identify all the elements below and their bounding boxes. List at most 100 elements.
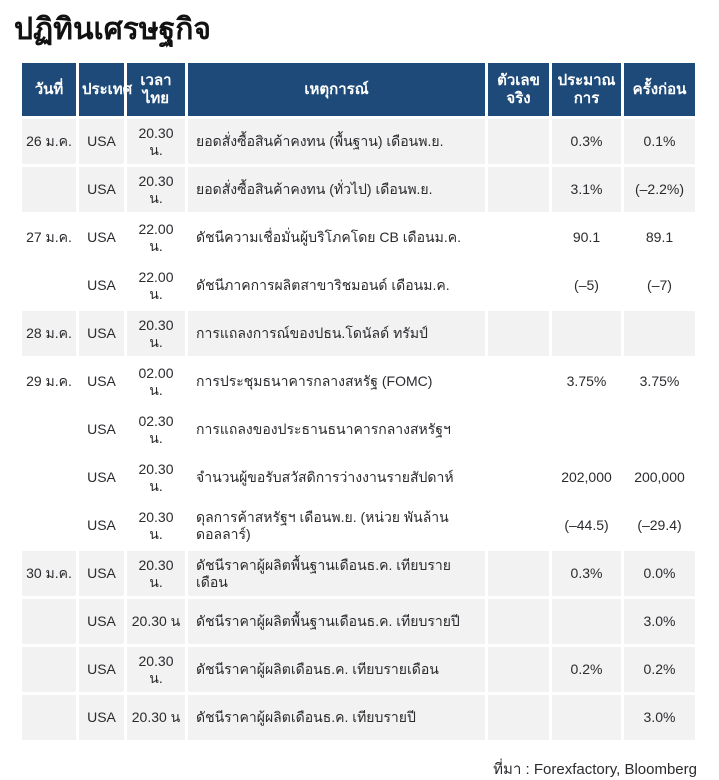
previous-cell: 89.1 [624, 215, 695, 260]
time-cell: 20.30 น. [127, 311, 185, 356]
date-cell [22, 695, 76, 740]
actual-cell [488, 215, 549, 260]
event-cell: จำนวนผู้ขอรับสวัสดิการว่างงานรายสัปดาห์ [188, 455, 485, 500]
country-cell: USA [79, 407, 124, 452]
date-cell [22, 503, 76, 548]
event-cell: ดัชนีราคาผู้ผลิตเดือนธ.ค. เทียบรายเดือน [188, 647, 485, 692]
col-header-actual: ตัวเลขจริง [488, 63, 549, 116]
table-row: USA 20.30 น. ดัชนีราคาผู้ผลิตเดือนธ.ค. เ… [22, 647, 695, 692]
table-row: USA 20.30 น. จำนวนผู้ขอรับสวัสดิการว่างง… [22, 455, 695, 500]
col-header-event: เหตุการณ์ [188, 63, 485, 116]
forecast-cell: 0.3% [552, 551, 621, 596]
forecast-cell: 202,000 [552, 455, 621, 500]
actual-cell [488, 167, 549, 212]
event-cell: การแถลงของประธานธนาคารกลางสหรัฐฯ [188, 407, 485, 452]
forecast-cell: 3.1% [552, 167, 621, 212]
source-note: ที่มา : Forexfactory, Bloomberg [493, 761, 697, 778]
country-cell: USA [79, 119, 124, 164]
event-cell: ดัชนีภาคการผลิตสาขาริชมอนด์ เดือนม.ค. [188, 263, 485, 308]
actual-cell [488, 695, 549, 740]
previous-cell: 3.75% [624, 359, 695, 404]
country-cell: USA [79, 599, 124, 644]
date-cell [22, 455, 76, 500]
forecast-cell [552, 599, 621, 644]
table-header: วันที่ ประเทศ เวลาไทย เหตุการณ์ ตัวเลขจร… [22, 63, 695, 116]
col-header-time: เวลาไทย [127, 63, 185, 116]
table-row: USA 20.30 น. ยอดสั่งซื้อสินค้าคงทน (ทั่ว… [22, 167, 695, 212]
time-cell: 02.00 น. [127, 359, 185, 404]
actual-cell [488, 359, 549, 404]
event-cell: ดัชนีความเชื่อมั่นผู้บริโภคโดย CB เดือนม… [188, 215, 485, 260]
event-cell: การประชุมธนาคารกลางสหรัฐ (FOMC) [188, 359, 485, 404]
date-cell [22, 263, 76, 308]
time-cell: 20.30 น. [127, 119, 185, 164]
country-cell: USA [79, 311, 124, 356]
col-header-date: วันที่ [22, 63, 76, 116]
previous-cell: 0.1% [624, 119, 695, 164]
country-cell: USA [79, 695, 124, 740]
time-cell: 20.30 น. [127, 551, 185, 596]
country-cell: USA [79, 551, 124, 596]
col-header-country: ประเทศ [79, 63, 132, 116]
time-cell: 02.30 น. [127, 407, 185, 452]
table-row: USA 22.00 น. ดัชนีภาคการผลิตสาขาริชมอนด์… [22, 263, 695, 308]
actual-cell [488, 503, 549, 548]
forecast-cell: (–44.5) [552, 503, 621, 548]
col-header-forecast: ประมาณการ [552, 63, 621, 116]
forecast-cell: 0.2% [552, 647, 621, 692]
country-cell: USA [79, 359, 124, 404]
event-cell: ดัชนีราคาผู้ผลิตพื้นฐานเดือนธ.ค. เทียบรา… [188, 599, 485, 644]
previous-cell: 3.0% [624, 599, 695, 644]
forecast-cell: (–5) [552, 263, 621, 308]
forecast-cell: 3.75% [552, 359, 621, 404]
time-cell: 20.30 น [127, 599, 185, 644]
table-row: 26 ม.ค. USA 20.30 น. ยอดสั่งซื้อสินค้าคง… [22, 119, 695, 164]
table-row: USA 02.30 น. การแถลงของประธานธนาคารกลางส… [22, 407, 695, 452]
event-cell: การแถลงการณ์ของปธน.โดนัลด์ ทรัมป์ [188, 311, 485, 356]
time-cell: 22.00 น. [127, 215, 185, 260]
actual-cell [488, 263, 549, 308]
actual-cell [488, 119, 549, 164]
time-cell: 20.30 น [127, 695, 185, 740]
event-cell: ยอดสั่งซื้อสินค้าคงทน (ทั่วไป) เดือนพ.ย. [188, 167, 485, 212]
country-cell: USA [79, 455, 124, 500]
actual-cell [488, 551, 549, 596]
previous-cell: 0.0% [624, 551, 695, 596]
forecast-cell: 0.3% [552, 119, 621, 164]
date-cell: 30 ม.ค. [22, 551, 76, 596]
time-cell: 22.00 น. [127, 263, 185, 308]
actual-cell [488, 311, 549, 356]
event-cell: ยอดสั่งซื้อสินค้าคงทน (พื้นฐาน) เดือนพ.ย… [188, 119, 485, 164]
previous-cell: (–2.2%) [624, 167, 695, 212]
table-row: 30 ม.ค. USA 20.30 น. ดัชนีราคาผู้ผลิตพื้… [22, 551, 695, 596]
date-cell: 26 ม.ค. [22, 119, 76, 164]
event-cell: ดัชนีราคาผู้ผลิตเดือนธ.ค. เทียบรายปี [188, 695, 485, 740]
economic-calendar-table: วันที่ ประเทศ เวลาไทย เหตุการณ์ ตัวเลขจร… [19, 60, 698, 743]
date-cell [22, 599, 76, 644]
time-cell: 20.30 น. [127, 455, 185, 500]
header-row: วันที่ ประเทศ เวลาไทย เหตุการณ์ ตัวเลขจร… [22, 63, 695, 116]
actual-cell [488, 455, 549, 500]
country-cell: USA [79, 167, 124, 212]
forecast-cell [552, 407, 621, 452]
table-row: 27 ม.ค. USA 22.00 น. ดัชนีความเชื่อมั่นผ… [22, 215, 695, 260]
forecast-cell [552, 695, 621, 740]
actual-cell [488, 599, 549, 644]
table-row: USA 20.30 น ดัชนีราคาผู้ผลิตเดือนธ.ค. เท… [22, 695, 695, 740]
event-cell: ดุลการค้าสหรัฐฯ เดือนพ.ย. (หน่วย พันล้าน… [188, 503, 485, 548]
date-cell [22, 407, 76, 452]
previous-cell: 200,000 [624, 455, 695, 500]
country-cell: USA [79, 263, 124, 308]
previous-cell [624, 311, 695, 356]
table-row: USA 20.30 น ดัชนีราคาผู้ผลิตพื้นฐานเดือน… [22, 599, 695, 644]
forecast-cell [552, 311, 621, 356]
col-header-previous: ครั้งก่อน [624, 63, 695, 116]
time-cell: 20.30 น. [127, 167, 185, 212]
calendar-table-body: 26 ม.ค. USA 20.30 น. ยอดสั่งซื้อสินค้าคง… [22, 119, 695, 740]
actual-cell [488, 647, 549, 692]
date-cell [22, 647, 76, 692]
previous-cell [624, 407, 695, 452]
table-row: USA 20.30 น. ดุลการค้าสหรัฐฯ เดือนพ.ย. (… [22, 503, 695, 548]
country-cell: USA [79, 215, 124, 260]
